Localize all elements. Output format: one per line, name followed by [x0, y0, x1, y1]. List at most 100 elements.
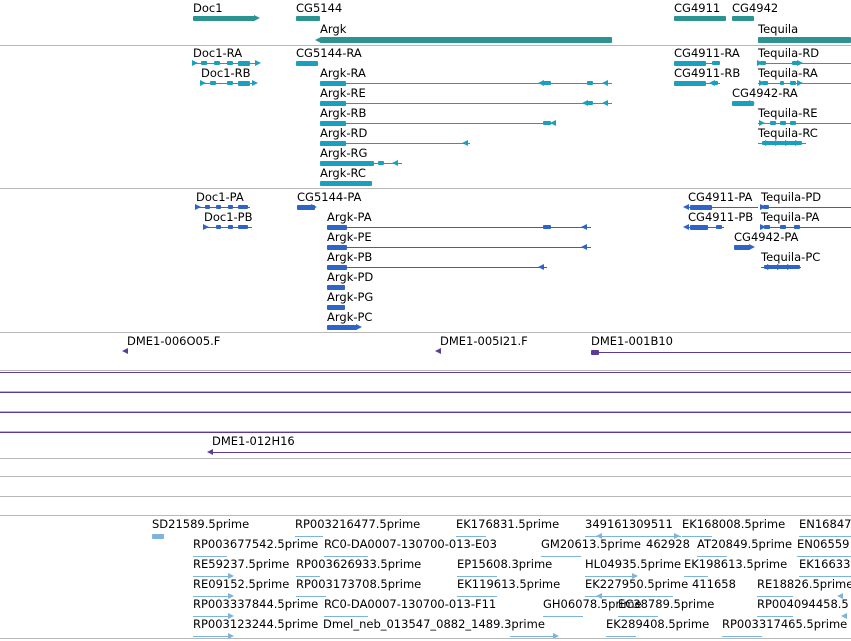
transcript-label[interactable]: Argk-RE: [320, 86, 366, 100]
est-label[interactable]: RE59237.5prime: [193, 557, 290, 571]
feature-intron-line[interactable]: [327, 227, 591, 228]
gene-label[interactable]: CG5144: [296, 1, 343, 15]
protein-label[interactable]: CG4942-PA: [734, 230, 799, 244]
feature-intron-line[interactable]: [688, 207, 758, 208]
est-label[interactable]: 349161309511: [585, 517, 673, 531]
feature-exon-block[interactable]: [320, 121, 346, 126]
feature-intron-line[interactable]: [193, 63, 255, 64]
feature-intron-line[interactable]: [722, 636, 762, 637]
feature-exon-block[interactable]: [296, 61, 318, 66]
est-label[interactable]: EK168008.5prime: [682, 517, 786, 531]
est-label[interactable]: RP003123244.5prime: [193, 617, 319, 631]
feature-intron-line[interactable]: [585, 536, 681, 537]
clone-line[interactable]: [0, 372, 851, 373]
feature-exon-block[interactable]: [712, 61, 720, 65]
protein-label[interactable]: Argk-PC: [327, 310, 373, 324]
feature-exon-block[interactable]: [227, 61, 233, 65]
transcript-label[interactable]: Tequila-RC: [758, 126, 818, 140]
protein-label[interactable]: CG4911-PA: [688, 190, 753, 204]
feature-exon-block[interactable]: [543, 225, 551, 229]
transcript-label[interactable]: Doc1-RB: [201, 66, 251, 80]
feature-intron-line[interactable]: [193, 616, 229, 617]
feature-exon-block[interactable]: [674, 16, 726, 21]
est-label[interactable]: RP003317465.5prime: [722, 617, 848, 631]
protein-label[interactable]: Doc1-PB: [204, 210, 253, 224]
clone-label[interactable]: DME1-005I21.F: [440, 334, 528, 348]
est-label[interactable]: EK16633: [799, 557, 851, 571]
feature-intron-line[interactable]: [510, 636, 554, 637]
gene-label[interactable]: Argk: [320, 22, 347, 36]
feature-exon-block[interactable]: [762, 141, 802, 145]
feature-intron-line[interactable]: [757, 596, 793, 597]
feature-exon-block[interactable]: [762, 81, 768, 85]
feature-intron-line[interactable]: [193, 576, 229, 577]
feature-intron-line[interactable]: [196, 207, 250, 208]
protein-label[interactable]: Tequila-PC: [761, 250, 821, 264]
transcript-label[interactable]: Argk-RC: [320, 166, 366, 180]
feature-intron-line[interactable]: [457, 576, 497, 577]
feature-exon-block[interactable]: [320, 161, 374, 166]
feature-exon-block[interactable]: [378, 161, 384, 165]
feature-exon-block[interactable]: [297, 205, 315, 210]
feature-exon-block[interactable]: [734, 245, 750, 250]
feature-exon-block[interactable]: [327, 245, 347, 250]
feature-exon-block[interactable]: [327, 225, 347, 230]
est-label[interactable]: AT20849.5prime: [697, 537, 793, 551]
feature-intron-line[interactable]: [193, 556, 227, 557]
est-label[interactable]: 411658: [692, 577, 736, 591]
est-label[interactable]: EK176831.5prime: [456, 517, 560, 531]
protein-label[interactable]: Argk-PG: [327, 290, 374, 304]
protein-label[interactable]: Tequila-PD: [761, 190, 822, 204]
feature-exon-block[interactable]: [790, 81, 796, 85]
clone-label[interactable]: DME1-001B10: [591, 334, 673, 348]
feature-exon-block[interactable]: [320, 37, 612, 43]
feature-exon-block[interactable]: [690, 225, 708, 230]
feature-intron-line[interactable]: [758, 63, 851, 64]
est-label[interactable]: RC0-DA0007-130700-013-E03: [324, 537, 497, 551]
transcript-label[interactable]: Argk-RD: [320, 126, 368, 140]
feature-exon-block[interactable]: [764, 225, 770, 229]
feature-intron-line[interactable]: [320, 123, 556, 124]
feature-exon-block[interactable]: [780, 225, 786, 229]
feature-exon-block[interactable]: [780, 81, 784, 85]
feature-intron-line[interactable]: [591, 352, 851, 353]
est-label[interactable]: GM20613.5prime: [541, 537, 641, 551]
clone-label[interactable]: DME1-006O05.F: [127, 334, 221, 348]
feature-exon-block[interactable]: [205, 205, 210, 209]
protein-label[interactable]: Tequila-PA: [761, 210, 820, 224]
transcript-label[interactable]: CG4911-RB: [674, 66, 741, 80]
est-label[interactable]: RP003173708.5prime: [296, 577, 422, 591]
feature-intron-line[interactable]: [295, 536, 323, 537]
transcript-label[interactable]: CG4942-RA: [732, 86, 798, 100]
transcript-label[interactable]: Argk-RG: [320, 146, 368, 160]
gene-label[interactable]: CG4911: [674, 1, 721, 15]
est-label[interactable]: RP003677542.5prime: [193, 537, 319, 551]
feature-intron-line[interactable]: [296, 596, 326, 597]
feature-intron-line[interactable]: [327, 247, 591, 248]
feature-intron-line[interactable]: [543, 616, 583, 617]
feature-intron-line[interactable]: [320, 83, 612, 84]
feature-intron-line[interactable]: [193, 596, 229, 597]
feature-intron-line[interactable]: [585, 576, 633, 577]
est-label[interactable]: RP004094458.5: [757, 597, 849, 611]
feature-exon-block[interactable]: [320, 181, 372, 186]
gene-label[interactable]: CG4942: [732, 1, 779, 15]
feature-intron-line[interactable]: [761, 227, 851, 228]
est-label[interactable]: 462928: [646, 537, 690, 551]
feature-exon-block[interactable]: [794, 225, 800, 229]
transcript-label[interactable]: Tequila-RD: [758, 46, 820, 60]
feature-exon-block[interactable]: [760, 61, 766, 65]
feature-exon-block[interactable]: [732, 101, 754, 106]
est-label[interactable]: RE18826.5prime: [757, 577, 851, 591]
transcript-label[interactable]: Argk-RA: [320, 66, 366, 80]
protein-label[interactable]: Argk-PA: [327, 210, 372, 224]
clone-line[interactable]: [0, 412, 851, 413]
feature-exon-block[interactable]: [238, 225, 248, 229]
feature-intron-line[interactable]: [457, 596, 497, 597]
est-label[interactable]: GH06078.5prime: [543, 597, 642, 611]
feature-exon-block[interactable]: [674, 81, 706, 86]
feature-exon-block[interactable]: [587, 101, 593, 105]
feature-exon-block[interactable]: [790, 121, 796, 125]
est-label[interactable]: EK289408.5prime: [606, 617, 710, 631]
gene-label[interactable]: Tequila: [758, 22, 799, 36]
